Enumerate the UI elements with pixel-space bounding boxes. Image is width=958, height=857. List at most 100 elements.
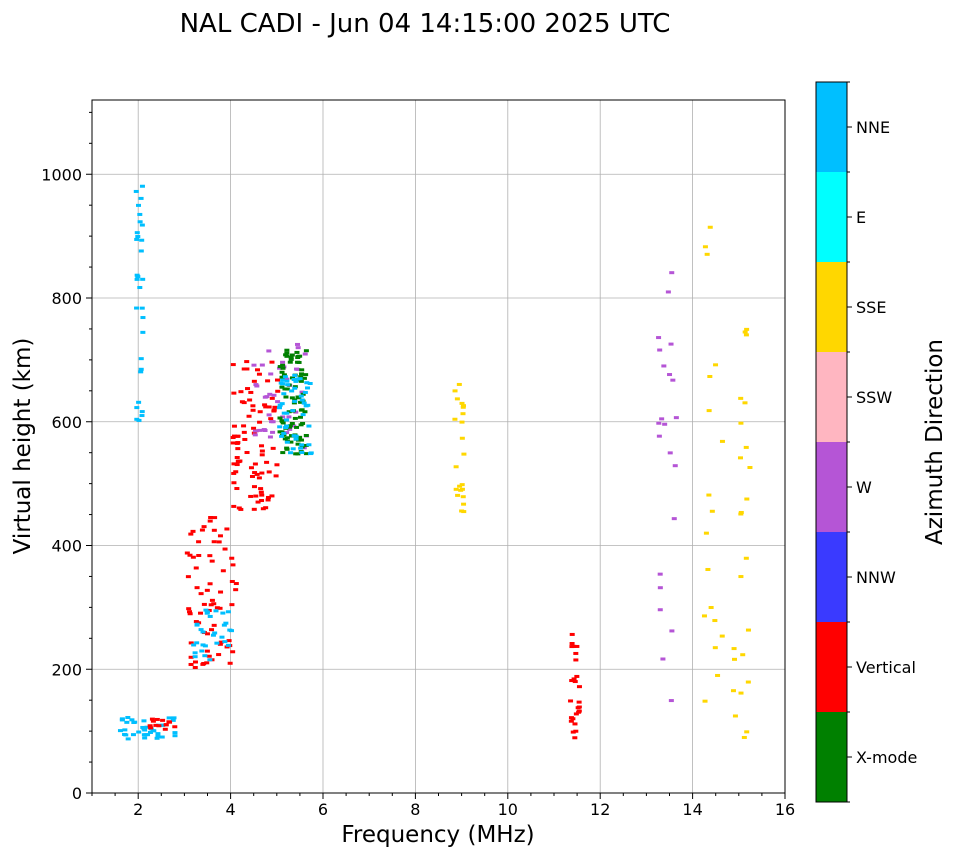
echo-point [266,470,272,474]
echo-point [298,438,304,442]
echo-point [742,330,748,334]
echo-point [203,608,209,612]
trace [133,184,146,422]
echo-point [231,481,237,485]
echo-point [140,277,146,281]
echo-point [148,726,154,730]
trace [568,632,582,740]
echo-point [454,397,460,401]
echo-point [199,649,205,653]
echo-point [190,555,196,559]
echo-point [574,674,580,678]
echo-point [573,651,579,655]
echo-point [284,431,290,435]
echo-point [459,401,465,405]
echo-point [709,509,715,513]
echo-point [247,398,253,402]
echo-point [241,424,247,428]
x-tick-label: 4 [226,800,236,819]
echo-point [134,273,140,277]
y-tick-label: 200 [51,660,82,679]
echo-point [302,410,308,414]
echo-point [142,736,148,740]
echo-point [572,736,578,740]
echo-point [277,365,283,369]
echo-point [244,451,250,455]
echo-point [302,352,308,356]
echo-point [258,487,264,491]
echo-point [264,460,270,464]
echo-point [279,419,285,423]
echo-point [218,640,224,644]
echo-point [234,463,240,467]
echo-point [213,609,219,613]
echo-point [210,633,216,637]
echo-point [259,363,265,367]
echo-point [192,660,198,664]
echo-point [742,401,748,405]
echo-point [138,367,144,371]
echo-point [273,474,279,478]
echo-point [743,556,749,560]
echo-point [576,700,582,704]
trace [730,327,753,739]
colorbar-tick-label: W [856,478,872,497]
echo-point [667,451,673,455]
echo-point [140,316,146,320]
echo-point [258,490,264,494]
echo-point [294,350,300,354]
echo-point [290,409,296,413]
echo-point [147,730,153,734]
echo-point [141,719,147,723]
echo-point [130,733,136,737]
colorbar-segment [816,172,847,262]
echo-point [284,354,290,358]
echo-point [292,373,298,377]
echo-point [306,424,312,428]
echo-point [187,610,193,614]
echo-point [263,405,269,409]
echo-point [293,379,299,383]
echo-point [459,436,465,440]
echo-point [702,245,708,249]
echo-point [284,348,290,352]
echo-point [217,534,223,538]
echo-point [123,733,129,737]
echo-point [216,540,222,544]
echo-point [302,390,308,394]
echo-point [295,360,301,364]
echo-point [214,641,220,645]
echo-point [217,642,223,646]
echo-point [270,446,276,450]
echo-point [222,640,228,644]
echo-point [744,497,750,501]
echo-point [196,540,202,544]
echo-point [124,720,130,724]
echo-point [134,306,140,310]
colorbar: X-mode Vertical NNW W SSW SSE E NNE [815,81,917,803]
echo-point [150,719,156,723]
echo-point [198,592,204,596]
echo-point [299,450,305,454]
echo-point [458,488,464,492]
echo-point [305,403,311,407]
echo-point [172,725,178,729]
echo-point [289,353,295,357]
echo-point [134,237,140,241]
echo-point [284,418,290,422]
echo-point [707,225,713,229]
echo-point [172,734,178,738]
echo-point [269,360,275,364]
echo-point [297,415,303,419]
echo-point [227,661,233,665]
echo-point [155,734,161,738]
echo-point [220,569,226,573]
echo-point [569,632,575,636]
x-tick-label: 2 [133,800,143,819]
echo-point [279,434,285,438]
echo-point [269,396,275,400]
echo-point [277,425,283,429]
echo-point [299,398,305,402]
echo-point [159,723,165,727]
echo-point [287,360,293,364]
